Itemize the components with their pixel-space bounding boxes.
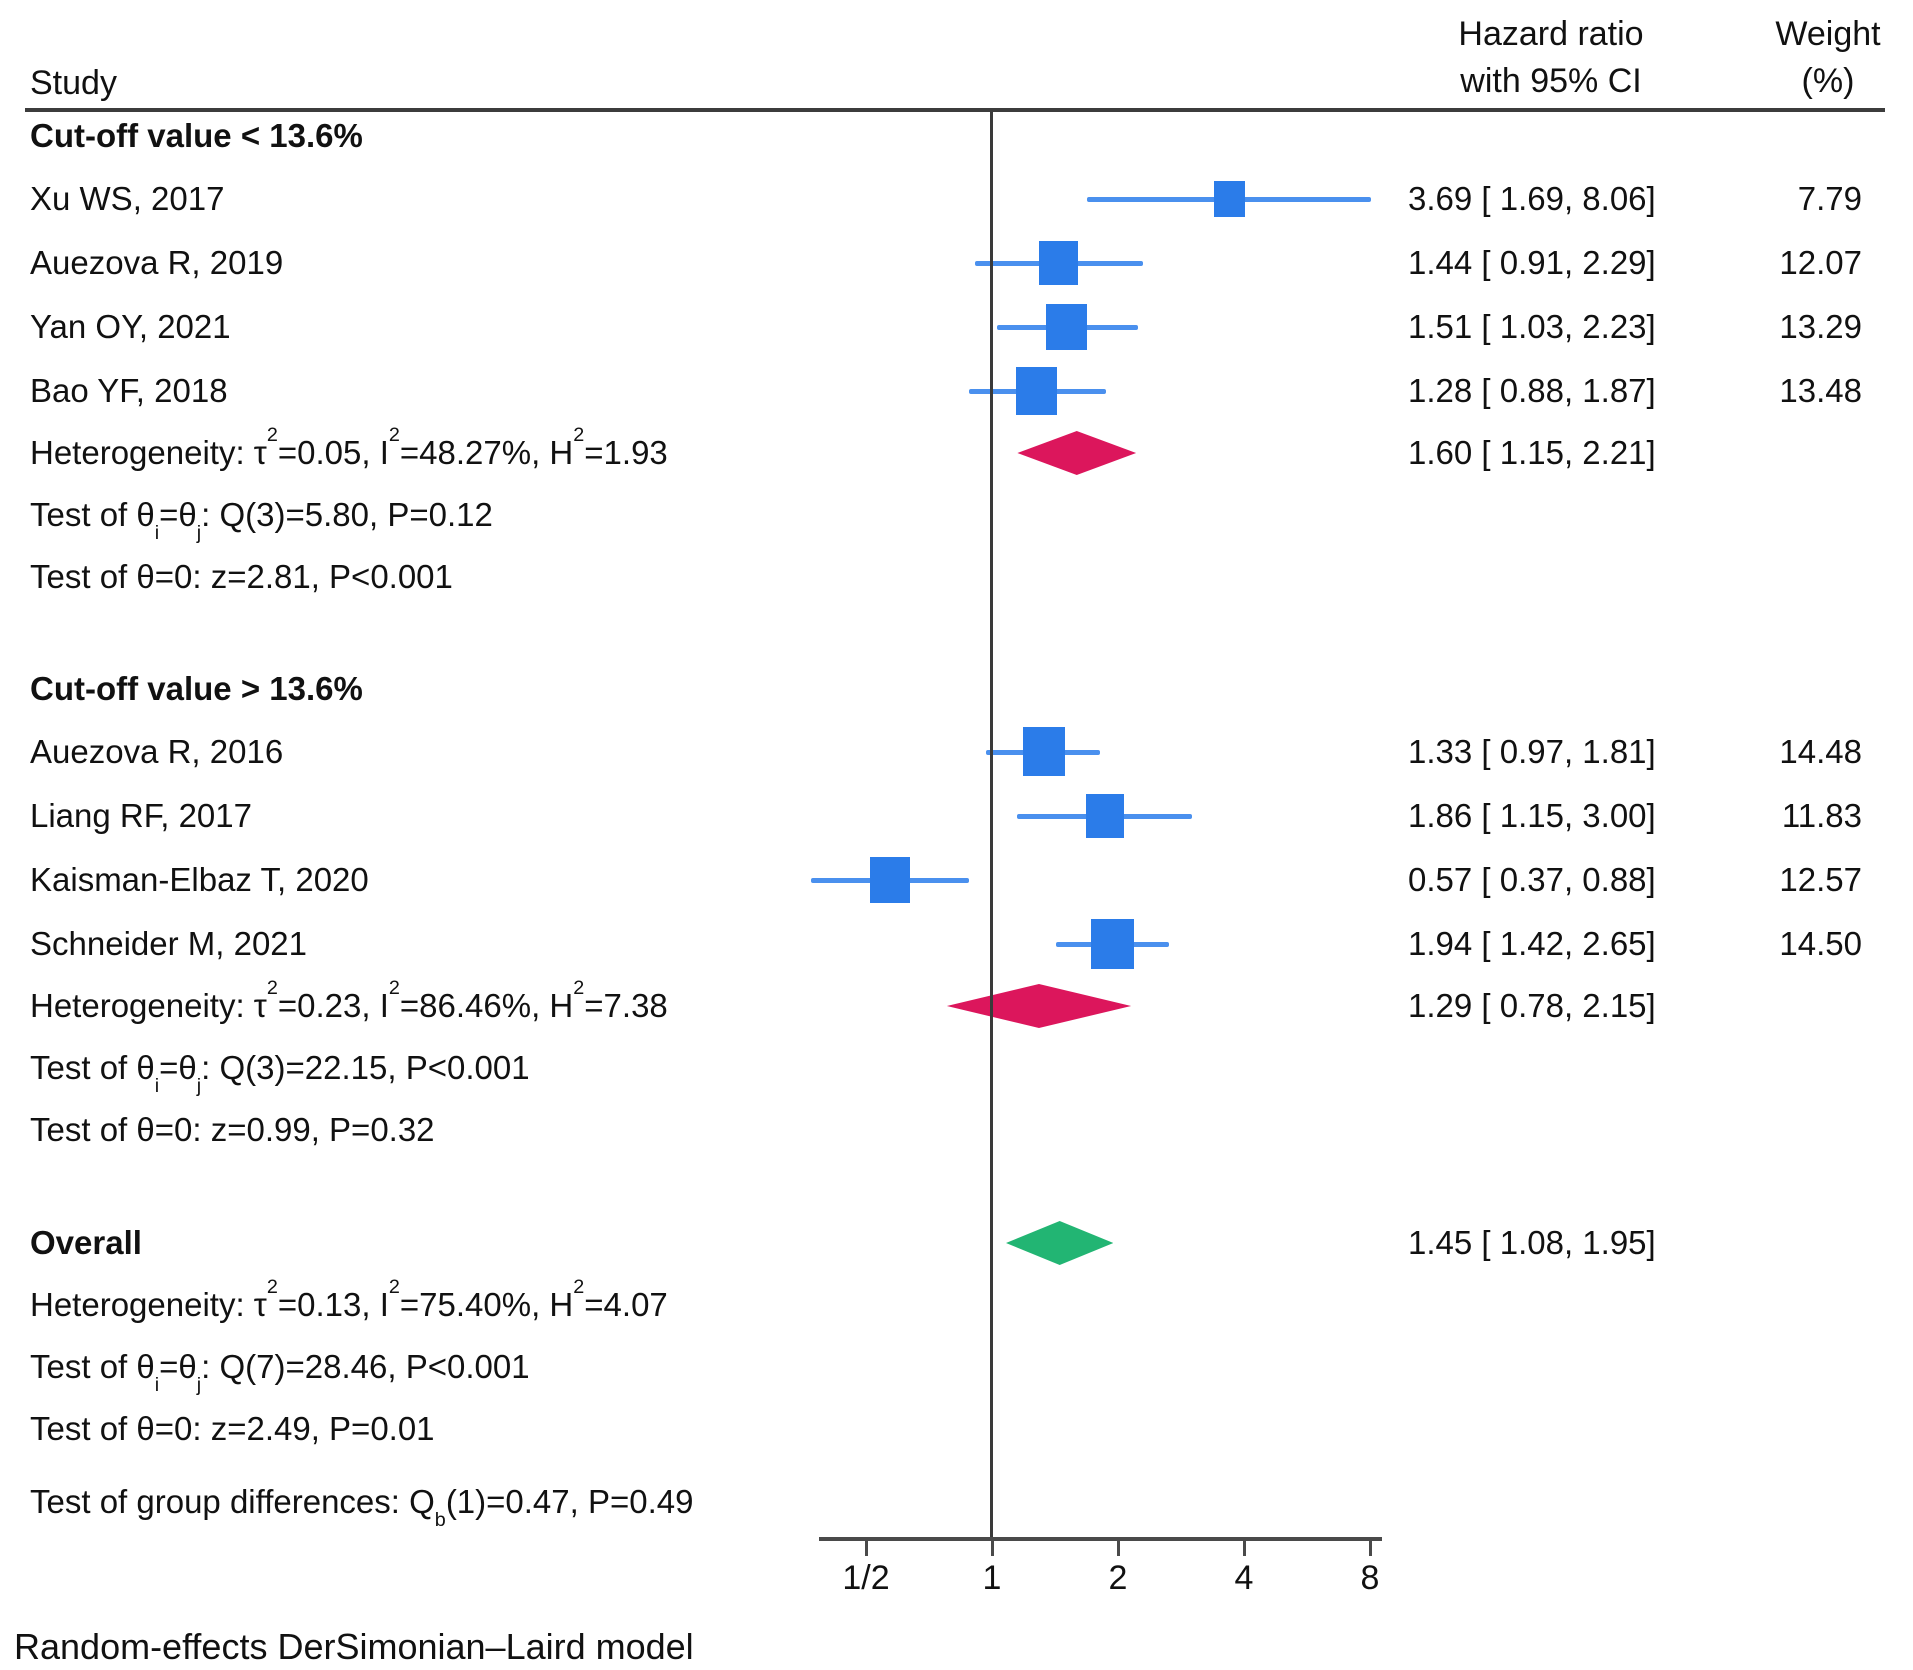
x-axis-line xyxy=(819,1537,1382,1541)
study-label: Yan OY, 2021 xyxy=(30,308,231,345)
weight-value: 14.50 xyxy=(1779,925,1862,962)
summary-diamond xyxy=(1005,1221,1114,1265)
hr-ci-value: 1.28 [ 0.88, 1.87] xyxy=(1408,372,1656,409)
test-line: Test of θi=θj: Q(3)=22.15, P<0.001 xyxy=(30,1049,530,1098)
x-axis-tick-label: 2 xyxy=(1108,1559,1128,1597)
x-axis-tick xyxy=(1369,1541,1372,1556)
point-estimate-square xyxy=(1038,240,1078,286)
weight-column-header-line2: (%) xyxy=(1801,62,1855,100)
x-axis-tick-label: 4 xyxy=(1234,1559,1254,1597)
study-column-header: Study xyxy=(30,64,117,102)
weight-value: 12.07 xyxy=(1779,244,1862,281)
point-estimate-square xyxy=(1085,793,1125,839)
point-estimate-square xyxy=(1091,919,1134,969)
point-estimate-square xyxy=(1046,303,1088,351)
weight-column-header-line1: Weight xyxy=(1775,15,1881,53)
weight-value: 12.57 xyxy=(1779,861,1862,898)
point-estimate-square xyxy=(1213,181,1245,217)
hr-ci-value: 1.45 [ 1.08, 1.95] xyxy=(1408,1224,1656,1261)
overall-stat-line: Test of θ=0: z=2.49, P=0.01 xyxy=(30,1410,435,1447)
test-line: Test of θ=0: z=2.81, P<0.001 xyxy=(30,558,453,595)
study-label: Bao YF, 2018 xyxy=(30,372,228,409)
hr-ci-value: 1.51 [ 1.03, 2.23] xyxy=(1408,308,1656,345)
x-axis-tick xyxy=(991,1541,994,1556)
point-estimate-square xyxy=(1016,367,1058,415)
weight-value: 13.29 xyxy=(1779,308,1862,345)
test-line: Test of θ=0: z=0.99, P=0.32 xyxy=(30,1111,435,1148)
x-axis-tick-label: 1/2 xyxy=(842,1559,890,1597)
weight-value: 7.79 xyxy=(1797,180,1862,217)
study-label: Schneider M, 2021 xyxy=(30,925,308,962)
model-footnote: Random-effects DerSimonian–Laird model xyxy=(14,1626,694,1667)
hr-ci-value: 1.33 [ 0.97, 1.81] xyxy=(1408,733,1656,770)
study-label: Kaisman-Elbaz T, 2020 xyxy=(30,861,369,898)
x-axis-tick xyxy=(1117,1541,1120,1556)
overall-stat-line: Test of θi=θj: Q(7)=28.46, P<0.001 xyxy=(30,1348,530,1397)
study-label: Auezova R, 2019 xyxy=(30,244,284,281)
study-label: Xu WS, 2017 xyxy=(30,180,225,217)
x-axis-tick xyxy=(865,1541,868,1556)
x-axis-tick-label: 8 xyxy=(1360,1559,1380,1597)
group-title: Cut-off value > 13.6% xyxy=(30,670,363,707)
heterogeneity-line: Heterogeneity: τ2=0.05, I2=48.27%, H2=1.… xyxy=(30,424,668,471)
x-axis-tick xyxy=(1243,1541,1246,1556)
group-difference-line: Test of group differences: Qb(1)=0.47, P… xyxy=(30,1483,694,1532)
heterogeneity-line: Heterogeneity: τ2=0.23, I2=86.46%, H2=7.… xyxy=(30,977,668,1024)
hr-ci-value: 1.44 [ 0.91, 2.29] xyxy=(1408,244,1656,281)
overall-stat-line: Heterogeneity: τ2=0.13, I2=75.40%, H2=4.… xyxy=(30,1276,668,1323)
header-rule xyxy=(25,108,1885,112)
overall-title: Overall xyxy=(30,1224,142,1261)
hr-column-header-line1: Hazard ratio xyxy=(1458,15,1644,53)
hr-ci-value: 0.57 [ 0.37, 0.88] xyxy=(1408,861,1656,898)
study-label: Liang RF, 2017 xyxy=(30,797,252,834)
reference-line-hr1 xyxy=(990,112,993,1539)
hr-ci-value: 3.69 [ 1.69, 8.06] xyxy=(1408,180,1656,217)
x-axis-tick-label: 1 xyxy=(982,1559,1002,1597)
point-estimate-square xyxy=(869,857,910,903)
hr-ci-value: 1.29 [ 0.78, 2.15] xyxy=(1408,987,1656,1024)
hr-ci-value: 1.60 [ 1.15, 2.21] xyxy=(1408,434,1656,471)
summary-diamond xyxy=(946,984,1132,1028)
hr-column-header-line2: with 95% CI xyxy=(1460,62,1642,100)
summary-diamond xyxy=(1017,431,1137,475)
study-label: Auezova R, 2016 xyxy=(30,733,284,770)
hr-ci-value: 1.86 [ 1.15, 3.00] xyxy=(1408,797,1656,834)
hr-ci-value: 1.94 [ 1.42, 2.65] xyxy=(1408,925,1656,962)
weight-value: 11.83 xyxy=(1781,797,1862,834)
test-line: Test of θi=θj: Q(3)=5.80, P=0.12 xyxy=(30,496,493,545)
group-title: Cut-off value < 13.6% xyxy=(30,117,363,154)
weight-value: 14.48 xyxy=(1779,733,1862,770)
point-estimate-square xyxy=(1022,727,1066,777)
weight-value: 13.48 xyxy=(1779,372,1862,409)
